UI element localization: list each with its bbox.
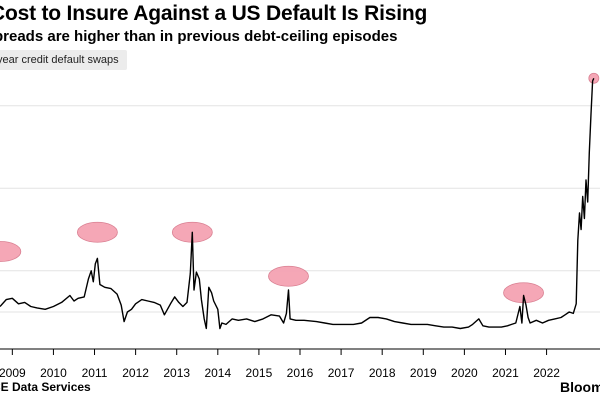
x-tick-label: 2013 bbox=[163, 366, 190, 380]
series-line bbox=[0, 78, 595, 330]
highlight-marker bbox=[268, 265, 309, 287]
highlight-marker bbox=[76, 221, 118, 243]
x-tick-label: 2018 bbox=[369, 366, 396, 380]
x-tick-label: 2021 bbox=[492, 366, 519, 380]
x-tick-label: 2011 bbox=[82, 366, 108, 380]
highlight-marker bbox=[588, 72, 600, 84]
x-tick-label: 2014 bbox=[204, 366, 231, 380]
x-tick-label: 2015 bbox=[246, 366, 273, 380]
x-tick-label: 2010 bbox=[40, 366, 67, 380]
chart-title: Cost to Insure Against a US Default Is R… bbox=[0, 2, 428, 25]
source-note: CE Data Services bbox=[0, 380, 91, 394]
legend-label: year credit default swaps bbox=[0, 54, 119, 66]
brand-logo: Bloom bbox=[560, 379, 600, 395]
x-tick-label: 2019 bbox=[410, 366, 437, 380]
x-tick-label: 2012 bbox=[122, 366, 149, 380]
x-tick-label: 2020 bbox=[451, 366, 478, 380]
x-tick-label: 2016 bbox=[287, 366, 314, 380]
highlight-marker bbox=[0, 241, 22, 262]
x-tick-label: 2009 bbox=[0, 366, 26, 380]
chart-subtitle: preads are higher than in previous debt-… bbox=[0, 28, 398, 45]
legend: year credit default swaps bbox=[0, 50, 127, 70]
x-tick-label: 2022 bbox=[533, 366, 560, 380]
x-tick-label: 2017 bbox=[328, 366, 355, 380]
